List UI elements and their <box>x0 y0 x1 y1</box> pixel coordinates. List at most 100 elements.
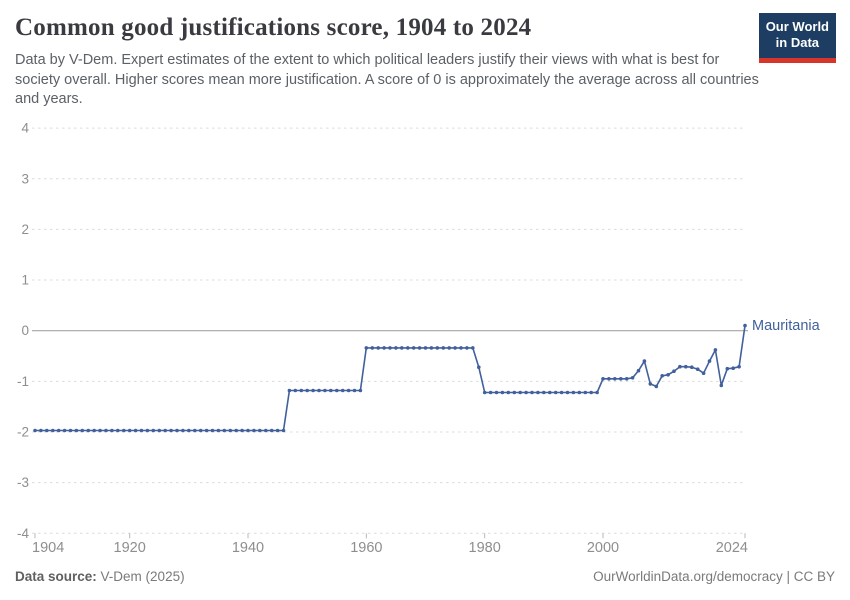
data-point[interactable] <box>654 384 659 389</box>
data-point[interactable] <box>400 346 404 350</box>
data-point[interactable] <box>151 428 156 433</box>
data-point[interactable] <box>678 364 682 369</box>
data-point[interactable] <box>684 364 688 369</box>
data-point[interactable] <box>98 428 102 433</box>
data-point[interactable] <box>382 346 386 350</box>
data-point[interactable] <box>329 388 333 393</box>
series-line-mauritania[interactable] <box>35 325 746 432</box>
data-point[interactable] <box>624 377 629 381</box>
data-point[interactable] <box>695 367 700 372</box>
data-point[interactable] <box>287 388 292 393</box>
data-point[interactable] <box>636 368 641 373</box>
data-point[interactable] <box>423 346 428 350</box>
data-point[interactable] <box>68 428 73 433</box>
data-point[interactable] <box>542 390 546 395</box>
data-point[interactable] <box>565 390 570 395</box>
data-point[interactable] <box>92 428 96 433</box>
data-point[interactable] <box>376 346 381 350</box>
data-point[interactable] <box>193 428 197 433</box>
data-point[interactable] <box>482 390 487 395</box>
data-point[interactable] <box>571 390 576 395</box>
data-point[interactable] <box>317 388 321 393</box>
data-point[interactable] <box>435 346 440 350</box>
data-point[interactable] <box>500 390 505 395</box>
data-point[interactable] <box>33 428 37 433</box>
data-point[interactable] <box>660 374 664 378</box>
data-point[interactable] <box>122 428 126 433</box>
data-point[interactable] <box>222 428 227 433</box>
data-point[interactable] <box>340 388 345 393</box>
data-point[interactable] <box>305 388 310 393</box>
data-point[interactable] <box>459 346 463 350</box>
data-point[interactable] <box>311 388 315 393</box>
data-point[interactable] <box>589 390 593 395</box>
data-point[interactable] <box>666 373 670 377</box>
data-point[interactable] <box>335 388 339 393</box>
data-point[interactable] <box>707 359 712 363</box>
data-point[interactable] <box>62 428 67 433</box>
data-point[interactable] <box>39 428 43 433</box>
data-point[interactable] <box>648 382 653 386</box>
data-point[interactable] <box>133 428 138 433</box>
data-point[interactable] <box>453 346 457 350</box>
data-point[interactable] <box>175 428 179 433</box>
data-point[interactable] <box>447 346 452 350</box>
data-point[interactable] <box>690 365 694 370</box>
data-point[interactable] <box>394 346 398 350</box>
data-point[interactable] <box>246 428 250 433</box>
data-point[interactable] <box>619 377 623 381</box>
data-point[interactable] <box>86 428 91 433</box>
data-point[interactable] <box>198 428 203 433</box>
data-point[interactable] <box>258 428 262 433</box>
owid-logo[interactable]: Our World in Data <box>758 13 836 63</box>
data-point[interactable] <box>252 428 256 433</box>
data-point[interactable] <box>595 390 599 395</box>
data-point[interactable] <box>157 428 162 433</box>
data-point[interactable] <box>530 390 534 395</box>
data-point[interactable] <box>51 428 55 433</box>
data-point[interactable] <box>583 390 588 395</box>
data-point[interactable] <box>411 346 416 350</box>
data-point[interactable] <box>429 346 434 350</box>
data-point[interactable] <box>275 428 280 433</box>
data-point[interactable] <box>216 428 221 433</box>
data-point[interactable] <box>181 428 185 433</box>
data-point[interactable] <box>559 390 564 395</box>
data-point[interactable] <box>110 428 114 433</box>
data-point[interactable] <box>471 346 475 350</box>
data-point[interactable] <box>553 390 558 395</box>
data-point[interactable] <box>488 390 493 395</box>
data-point[interactable] <box>56 428 61 433</box>
data-point[interactable] <box>299 388 304 393</box>
data-point[interactable] <box>187 428 191 433</box>
data-point[interactable] <box>441 346 446 350</box>
data-point[interactable] <box>104 428 108 433</box>
data-point[interactable] <box>642 359 647 363</box>
data-point[interactable] <box>127 428 132 433</box>
data-point[interactable] <box>719 383 724 388</box>
data-point[interactable] <box>465 346 469 350</box>
data-point[interactable] <box>264 428 268 433</box>
data-point[interactable] <box>370 346 375 350</box>
data-point[interactable] <box>388 346 392 350</box>
data-point[interactable] <box>269 428 274 433</box>
data-point[interactable] <box>293 388 298 393</box>
data-point[interactable] <box>518 390 522 395</box>
data-point[interactable] <box>577 390 582 395</box>
data-point[interactable] <box>364 346 369 350</box>
data-point[interactable] <box>346 388 351 393</box>
data-point[interactable] <box>512 390 517 395</box>
data-point[interactable] <box>731 366 735 371</box>
data-point[interactable] <box>607 377 611 381</box>
data-point[interactable] <box>524 390 528 395</box>
data-point[interactable] <box>417 346 422 350</box>
data-point[interactable] <box>139 428 144 433</box>
data-point[interactable] <box>725 366 730 371</box>
data-point[interactable] <box>45 428 49 433</box>
data-point[interactable] <box>630 376 635 380</box>
data-point[interactable] <box>701 371 706 376</box>
data-point[interactable] <box>240 428 244 433</box>
data-point[interactable] <box>737 364 741 369</box>
data-point[interactable] <box>145 428 150 433</box>
